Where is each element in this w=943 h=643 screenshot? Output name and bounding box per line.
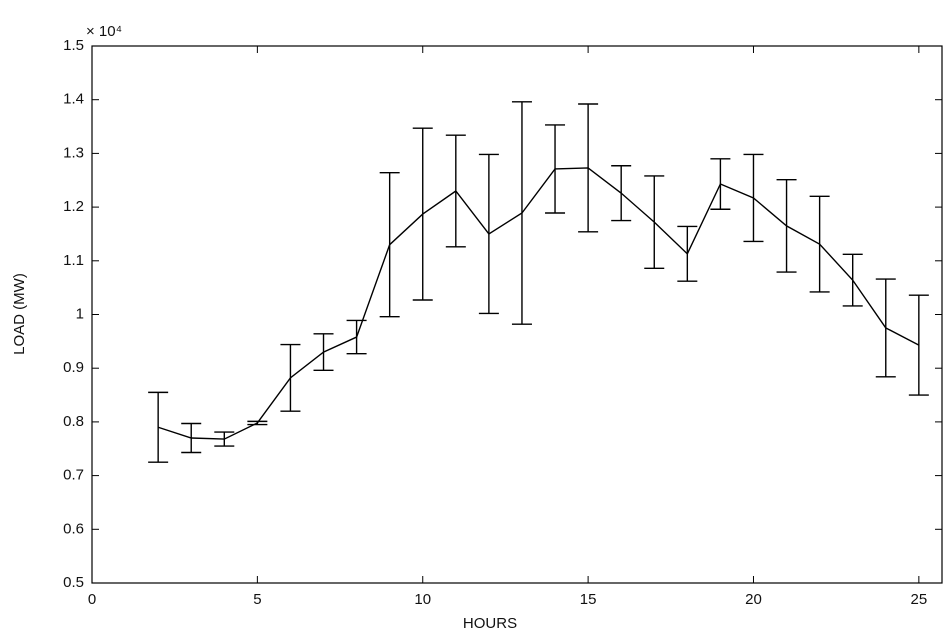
error-bar	[445, 134, 466, 248]
error-bar	[280, 343, 301, 412]
y-tick-label: 0.8	[63, 413, 84, 430]
error-bar	[908, 294, 929, 396]
error-bar	[313, 333, 334, 372]
plot-frame	[91, 45, 943, 584]
y-tick-label: 1	[76, 305, 84, 322]
error-bar	[578, 103, 599, 233]
x-tick-label: 5	[253, 591, 261, 608]
error-bar	[346, 319, 367, 355]
x-axis-label: HOURS	[463, 615, 517, 632]
x-tick-label: 25	[911, 591, 928, 608]
y-tick-label: 0.5	[63, 574, 84, 591]
error-bar	[743, 153, 764, 243]
error-bar	[247, 420, 268, 426]
error-bar	[511, 101, 532, 325]
y-tick-label: 1.2	[63, 198, 84, 215]
y-tick-label: 1.3	[63, 144, 84, 161]
y-tick-label: 1.1	[63, 252, 84, 269]
error-bar	[611, 165, 632, 222]
y-tick-label: 1.5	[63, 37, 84, 54]
x-tick-label: 20	[745, 591, 762, 608]
error-bar	[412, 127, 433, 301]
y-tick-label: 1.4	[63, 91, 84, 108]
error-bar	[478, 153, 499, 315]
axis-multiplier: × 10⁴	[86, 23, 122, 40]
error-bar	[148, 391, 169, 463]
error-bar	[379, 172, 400, 318]
y-tick-label: 0.7	[63, 467, 84, 484]
error-bar	[776, 179, 797, 273]
data-line	[157, 167, 920, 440]
error-bar	[644, 175, 665, 270]
error-bar	[842, 253, 863, 307]
error-bar	[181, 422, 202, 454]
error-bar	[710, 158, 731, 210]
x-tick-label: 10	[414, 591, 431, 608]
y-tick-label: 0.9	[63, 359, 84, 376]
error-bar	[545, 124, 566, 214]
x-tick-label: 15	[580, 591, 597, 608]
x-tick-label: 0	[88, 591, 96, 608]
error-bar	[214, 431, 235, 447]
error-bar	[809, 195, 830, 293]
y-tick-label: 0.6	[63, 520, 84, 537]
error-bar	[875, 278, 896, 378]
error-bar	[677, 225, 698, 282]
y-axis-label: LOAD (MW)	[11, 273, 28, 355]
